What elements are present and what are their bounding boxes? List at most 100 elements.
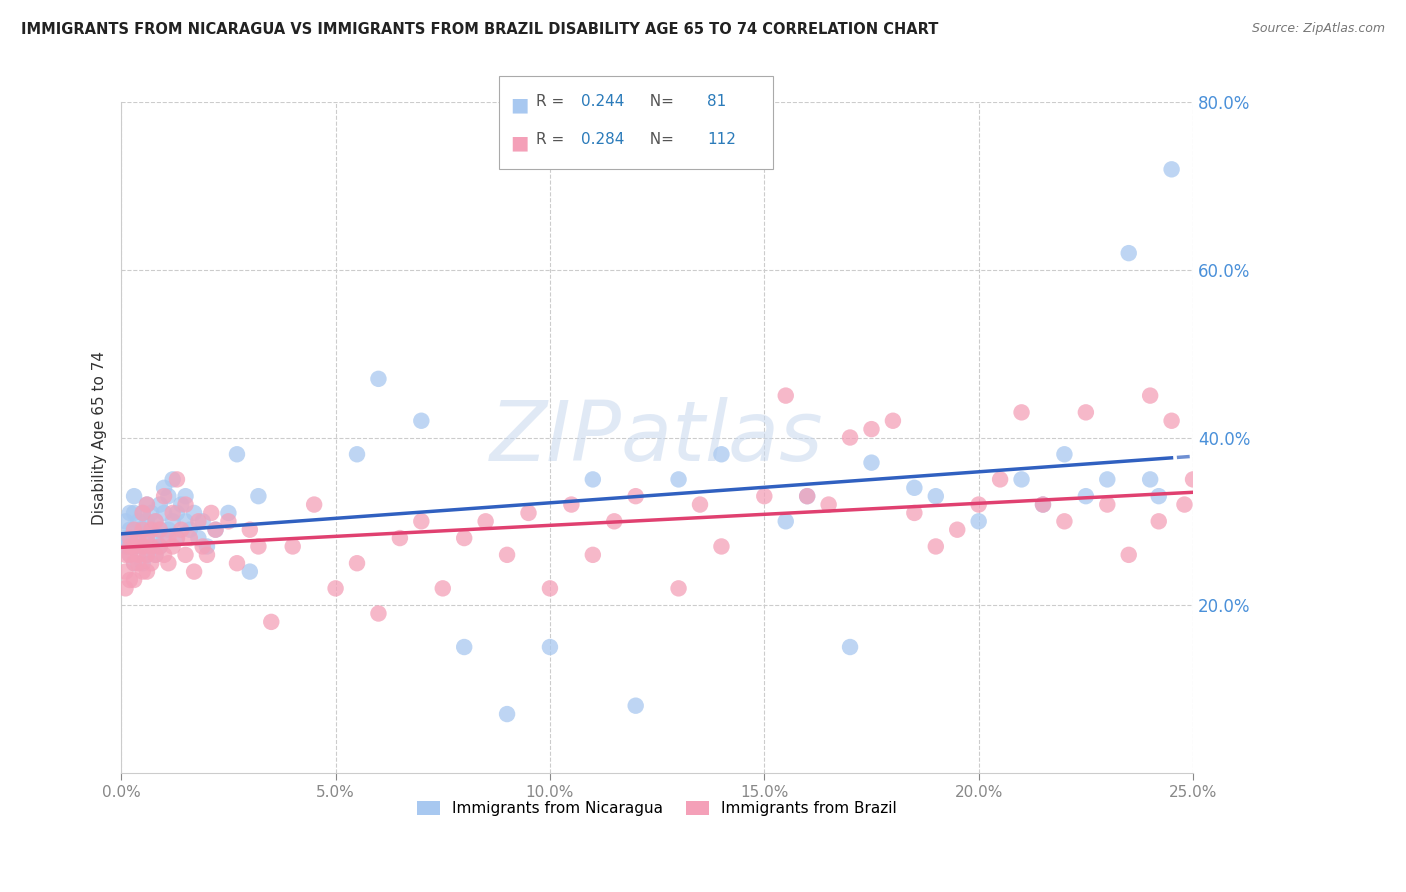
Point — [174, 489, 197, 503]
Point — [145, 548, 167, 562]
Point — [1011, 405, 1033, 419]
Point — [149, 540, 172, 554]
Point — [668, 472, 690, 486]
Point — [179, 523, 201, 537]
Point — [239, 523, 262, 537]
Point — [325, 582, 347, 596]
Point — [1246, 540, 1268, 554]
Point — [170, 523, 193, 537]
Point — [1204, 514, 1226, 528]
Point — [183, 565, 205, 579]
Point — [226, 556, 249, 570]
Point — [145, 514, 167, 528]
Point — [200, 506, 222, 520]
Point — [114, 514, 136, 528]
Point — [217, 514, 239, 528]
Point — [195, 548, 218, 562]
Point — [145, 514, 167, 528]
Point — [118, 531, 141, 545]
Point — [1097, 472, 1119, 486]
Point — [122, 540, 145, 554]
Point — [1258, 514, 1281, 528]
Point — [136, 531, 159, 545]
Point — [122, 523, 145, 537]
Point — [1289, 498, 1312, 512]
Point — [411, 414, 433, 428]
Point — [118, 523, 141, 537]
Point — [153, 489, 176, 503]
Text: N=: N= — [640, 132, 679, 147]
Point — [882, 414, 904, 428]
Point — [710, 540, 733, 554]
Point — [191, 514, 214, 528]
Point — [149, 523, 172, 537]
Text: 0.284: 0.284 — [581, 132, 624, 147]
Point — [141, 540, 163, 554]
Point — [624, 489, 647, 503]
Point — [860, 422, 883, 436]
Point — [183, 506, 205, 520]
Point — [122, 573, 145, 587]
Point — [668, 582, 690, 596]
Point — [1323, 540, 1346, 554]
Text: ■: ■ — [510, 95, 529, 114]
Point — [560, 498, 582, 512]
Text: 81: 81 — [707, 94, 727, 109]
Point — [754, 489, 776, 503]
Point — [624, 698, 647, 713]
Point — [367, 372, 389, 386]
Point — [114, 582, 136, 596]
Point — [1173, 498, 1195, 512]
Point — [166, 472, 188, 486]
Point — [118, 540, 141, 554]
Point — [166, 531, 188, 545]
Point — [1160, 414, 1182, 428]
Point — [114, 531, 136, 545]
Point — [141, 523, 163, 537]
Point — [247, 489, 270, 503]
Point — [582, 472, 605, 486]
Point — [131, 540, 153, 554]
Point — [496, 707, 519, 722]
Point — [967, 498, 990, 512]
Point — [1268, 489, 1291, 503]
Point — [453, 531, 475, 545]
Point — [118, 531, 141, 545]
Point — [432, 582, 454, 596]
Point — [149, 498, 172, 512]
Point — [1344, 523, 1367, 537]
Point — [346, 556, 368, 570]
Point — [582, 548, 605, 562]
Point — [118, 548, 141, 562]
Point — [839, 430, 862, 444]
Point — [141, 540, 163, 554]
Point — [136, 548, 159, 562]
Point — [131, 506, 153, 520]
Point — [162, 540, 184, 554]
Point — [474, 514, 496, 528]
Point — [1182, 472, 1205, 486]
Point — [204, 523, 226, 537]
Point — [710, 447, 733, 461]
Point — [1191, 405, 1213, 419]
Text: Source: ZipAtlas.com: Source: ZipAtlas.com — [1251, 22, 1385, 36]
Point — [1281, 523, 1303, 537]
Point — [603, 514, 626, 528]
Point — [1053, 447, 1076, 461]
Point — [1139, 472, 1161, 486]
Text: N=: N= — [640, 94, 679, 109]
Point — [1032, 498, 1054, 512]
Point — [967, 514, 990, 528]
Point — [1216, 422, 1239, 436]
Point — [170, 498, 193, 512]
Point — [162, 514, 184, 528]
Point — [122, 523, 145, 537]
Point — [136, 565, 159, 579]
Point — [141, 523, 163, 537]
Point — [1097, 498, 1119, 512]
Y-axis label: Disability Age 65 to 74: Disability Age 65 to 74 — [93, 351, 107, 524]
Point — [122, 489, 145, 503]
Point — [204, 523, 226, 537]
Point — [127, 556, 149, 570]
Point — [689, 498, 711, 512]
